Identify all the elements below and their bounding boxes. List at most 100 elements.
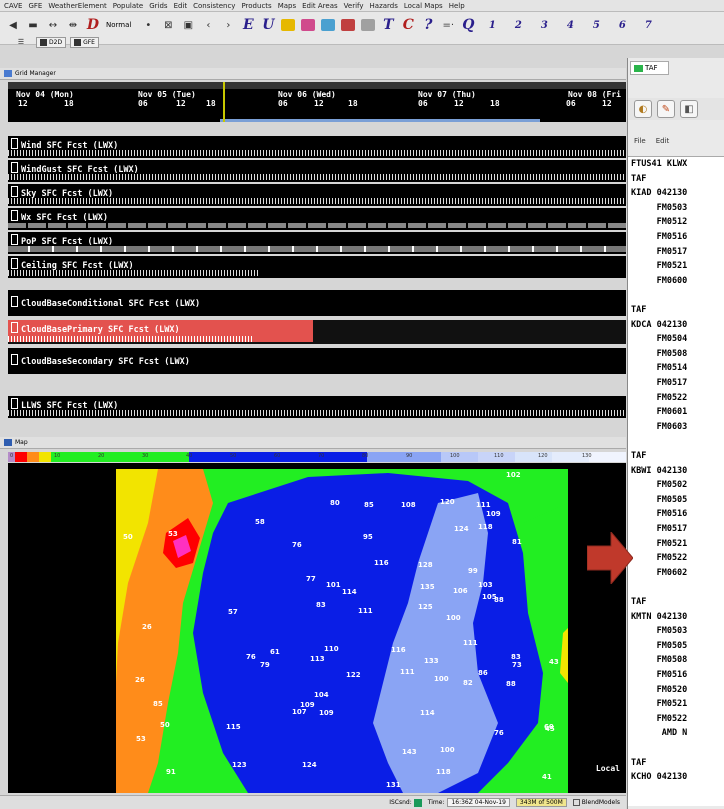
select-icon[interactable] (361, 19, 376, 31)
map-grid-value: 81 (512, 538, 522, 546)
grid-toggle-icon[interactable]: ▬ (28, 19, 38, 31)
map-grid-value: 100 (446, 614, 461, 622)
map-grid-value: 103 (478, 581, 493, 589)
procedure-5-button[interactable]: 5 (592, 19, 600, 31)
map-grid-value: 135 (420, 583, 435, 591)
day-label: Nov 06 (Wed) (278, 90, 336, 99)
prev-icon[interactable]: ‹ (206, 19, 211, 31)
grid-row-cloudbasesecondary[interactable]: CloudBaseSecondary SFC Fcst (LWX) (8, 348, 626, 374)
procedure-3-button[interactable]: 3 (540, 19, 548, 31)
taf-load-icon[interactable]: ◐ (634, 100, 652, 118)
taf-menu-file[interactable]: File (634, 137, 646, 145)
t-button[interactable]: T (383, 17, 394, 33)
taf-edit-icon[interactable]: ✎ (657, 100, 675, 118)
grid-row-wx[interactable]: Wx SFC Fcst (LWX) (8, 208, 626, 230)
mode-select[interactable]: Normal (106, 21, 132, 29)
map-grid-value: 102 (506, 471, 521, 479)
save-icon[interactable]: ▣ (183, 19, 194, 31)
grid-manager-icon (4, 70, 12, 77)
grid-manager-title-bar: Grid Manager (0, 68, 626, 80)
menu-item-hazards[interactable]: Hazards (369, 1, 398, 10)
gfe-perspective-button[interactable]: GFE (70, 36, 99, 48)
menu-item-populate[interactable]: Populate (112, 1, 144, 10)
menu-item-help[interactable]: Help (448, 1, 465, 10)
map-grid-value: 110 (324, 645, 339, 653)
iscsend-status[interactable]: ISCsnd: (389, 798, 422, 807)
menu-item-cave[interactable]: CAVE (4, 1, 23, 10)
pencil-icon[interactable] (321, 19, 336, 31)
d2d-perspective-button[interactable]: D2D (36, 36, 67, 48)
grid-row-windgust[interactable]: WindGust SFC Fcst (LWX) (8, 160, 626, 182)
grid-row-llws[interactable]: LLWS SFC Fcst (LWX) (8, 396, 626, 418)
e-button[interactable]: E (242, 17, 254, 33)
grid-row-cloudbaseprimary[interactable]: CloudBasePrimary SFC Fcst (LWX) (8, 320, 626, 344)
map-grid-value: 101 (326, 581, 341, 589)
grid-row-wind[interactable]: Wind SFC Fcst (LWX) (8, 136, 626, 158)
color-bar-segment (551, 452, 589, 462)
menu-item-verify[interactable]: Verify (343, 1, 364, 10)
sample-icon[interactable] (281, 19, 296, 31)
grid-edit-icon[interactable]: ⊠ (164, 19, 173, 31)
taf-menu-edit[interactable]: Edit (655, 137, 670, 145)
d-button[interactable]: D (86, 17, 100, 33)
taf-view-icon[interactable]: ◧ (680, 100, 698, 118)
map-grid-value: 61 (270, 648, 280, 656)
grid-icon[interactable] (341, 19, 356, 31)
next-icon[interactable]: › (226, 19, 231, 31)
menu-item-gfe[interactable]: GFE (28, 1, 43, 10)
grid-row-ceiling[interactable]: Ceiling SFC Fcst (LWX) (8, 256, 626, 278)
map-grid-value: 104 (314, 691, 329, 699)
procedure-7-button[interactable]: 7 (644, 19, 652, 31)
menu-item-maps[interactable]: Maps (277, 1, 297, 10)
time-scale[interactable]: Nov 04 (Mon) Nov 05 (Tue) Nov 06 (Wed) N… (8, 82, 626, 122)
arrows-icon[interactable]: ↔ (48, 19, 58, 31)
taf-line: FM0603 (631, 421, 688, 432)
dot-icon[interactable]: • (145, 19, 152, 31)
color-bar-label: 30 (142, 453, 149, 459)
procedure-4-button[interactable]: 4 (566, 19, 574, 31)
perspective-icon[interactable]: ☰ (17, 38, 25, 46)
color-bar[interactable]: 0 10 20 30 40 50 60 70 80 90 100 110 120 130 (8, 452, 626, 462)
map-display[interactable]: Local 102 80 85 108 120 111 109 58 95 124 118 81 50 5… (8, 463, 626, 793)
time-scrollbar[interactable] (220, 119, 540, 122)
back-icon[interactable]: ◀ (9, 19, 17, 31)
procedure-6-button[interactable]: 6 (618, 19, 626, 31)
menu-item-edit[interactable]: Edit (173, 1, 188, 10)
map-grid-value: 113 (310, 655, 325, 663)
procedure-2-button[interactable]: 2 (514, 19, 522, 31)
c-button[interactable]: C (402, 17, 414, 33)
taf-line: FM0503 (631, 626, 688, 637)
menu-bar: CAVE GFE WeatherElement Populate Grids Edit Co… (0, 0, 724, 12)
map-grid-value: 124 (302, 761, 317, 769)
map-grid-value: 114 (342, 588, 357, 596)
taf-text-area[interactable]: FTUS41 KLWX TAF KIAD 042130 FM0503 FM0512 … (628, 156, 724, 806)
grid-row-cloudbaseconditional[interactable]: CloudBaseConditional SFC Fcst (LWX) (8, 290, 626, 316)
menu-item-weatherelement[interactable]: WeatherElement (48, 1, 107, 10)
grid-row-label: WindGust SFC Fcst (LWX) (11, 162, 139, 175)
blend-models-button[interactable]: BlendModels (572, 799, 620, 806)
u-button[interactable]: U (262, 17, 275, 33)
taf-line: FM0601 (631, 407, 688, 418)
hour-label: 06 (566, 99, 576, 108)
minus-icon[interactable]: =· (442, 19, 455, 31)
target-icon[interactable] (301, 19, 316, 31)
menu-item-edit-areas[interactable]: Edit Areas (302, 1, 338, 10)
menu-item-consistency[interactable]: Consistency (193, 1, 236, 10)
grid-row-sky[interactable]: Sky SFC Fcst (LWX) (8, 184, 626, 206)
toolbar: ◀ ▬ ↔ ⇹ D Normal • ⊠ ▣ ‹ › E U T C ? =· … (0, 12, 724, 48)
grid-row-pop[interactable]: PoP SFC Fcst (LWX) (8, 232, 626, 254)
q-button[interactable]: Q (462, 17, 475, 33)
menu-item-local-maps[interactable]: Local Maps (403, 1, 443, 10)
taf-line: FM0512 (631, 217, 688, 228)
map-grid-value: 111 (400, 668, 415, 676)
map-title: Map (15, 439, 28, 446)
color-bar-segment (588, 452, 626, 462)
map-grid-value: 115 (226, 723, 241, 731)
taf-tab[interactable]: TAF (630, 61, 669, 75)
menu-item-products[interactable]: Products (241, 1, 272, 10)
double-arrow-icon[interactable]: ⇹ (68, 19, 78, 31)
menu-item-grids[interactable]: Grids (149, 1, 168, 10)
grid-timeline (8, 223, 626, 228)
help-button[interactable]: ? (424, 17, 433, 33)
procedure-1-button[interactable]: 1 (488, 19, 496, 31)
